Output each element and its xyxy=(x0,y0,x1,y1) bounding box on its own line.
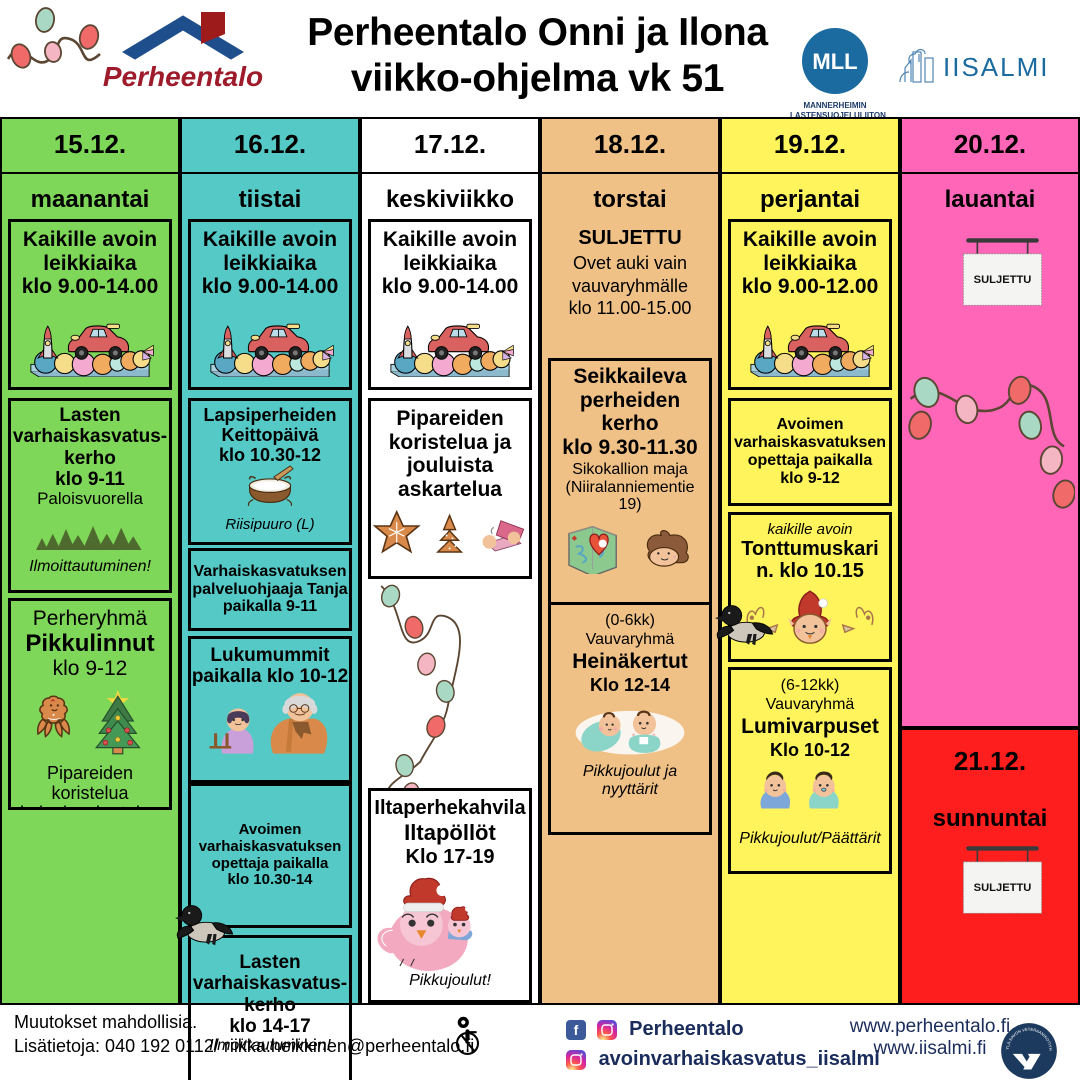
svg-text:MLL: MLL xyxy=(812,49,857,74)
svg-text:IISALMI: IISALMI xyxy=(943,52,1049,82)
svg-text:Perheentalo: Perheentalo xyxy=(103,61,263,92)
svg-text:f: f xyxy=(574,1022,579,1038)
